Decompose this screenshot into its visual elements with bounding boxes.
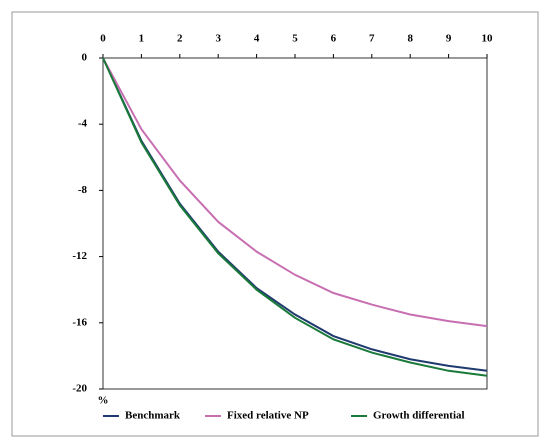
x-tick-label: 4 [254, 33, 260, 45]
y-tick-label: 0 [82, 52, 88, 64]
series-line [102, 57, 488, 377]
y-tick-label: -8 [78, 184, 88, 196]
y-tick-label: -20 [72, 383, 87, 395]
x-tick-label: 8 [407, 33, 413, 45]
series-line [102, 57, 488, 372]
x-tick-label: 9 [446, 33, 452, 45]
legend-label: Fixed relative NP [227, 410, 309, 422]
y-tick-label: -12 [72, 250, 87, 262]
x-tick-label: 3 [215, 33, 221, 45]
x-tick-label: 1 [139, 33, 145, 45]
series-line [102, 57, 488, 328]
x-tick-label: 10 [482, 33, 494, 45]
x-tick-label: 7 [369, 33, 375, 45]
legend-label: Growth differential [373, 410, 465, 422]
x-tick-label: 2 [177, 33, 183, 45]
y-tick-label: -16 [72, 316, 87, 328]
legend-label: Benchmark [125, 410, 181, 422]
x-tick-label: 0 [100, 33, 106, 45]
y-tick-label: -4 [78, 118, 88, 130]
y-unit-label: % [98, 395, 109, 407]
plot-area [102, 57, 488, 390]
frame [11, 11, 539, 437]
x-tick-label: 5 [292, 33, 298, 45]
x-tick-label: 6 [331, 33, 337, 45]
